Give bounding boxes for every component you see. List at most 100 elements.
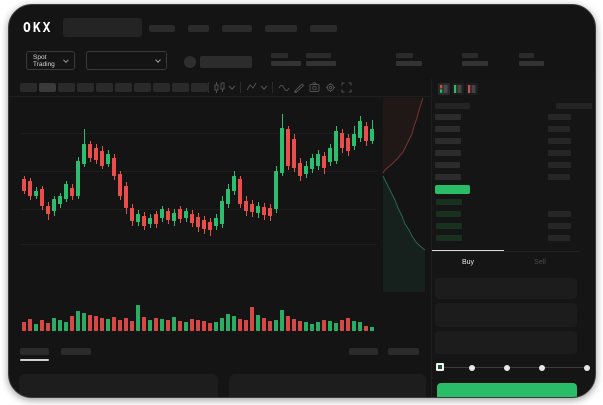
stat-label (519, 53, 534, 58)
chart-bottom-tab-0[interactable] (20, 348, 49, 355)
candle-body (28, 181, 32, 196)
ask-price[interactable] (435, 162, 460, 168)
timeframe-button-2[interactable] (58, 83, 75, 92)
timeframe-button-3[interactable] (77, 83, 94, 92)
timeframe-button-1[interactable] (39, 83, 56, 92)
gridline-2 (21, 209, 377, 210)
last-price-bar[interactable] (435, 185, 470, 194)
volume-bar (136, 305, 140, 331)
nav-item-1[interactable] (188, 25, 209, 32)
candle-body (334, 131, 338, 161)
volume-bar (316, 322, 320, 331)
volume-bar (70, 316, 74, 331)
pair-selector-dropdown[interactable] (86, 51, 167, 70)
slider-dot-0[interactable] (468, 364, 475, 371)
chart-bottom-tab-1[interactable] (61, 348, 91, 355)
slider-handle[interactable] (436, 363, 444, 371)
slider-dot-1[interactable] (504, 364, 511, 371)
candle-body (250, 204, 254, 212)
volume-bar (46, 323, 50, 331)
okx-logo[interactable]: OKX (23, 21, 53, 36)
candle-body (310, 158, 314, 169)
candle-style-icon[interactable] (214, 82, 236, 93)
volume-bar (202, 321, 206, 331)
nav-item-0[interactable] (149, 25, 175, 32)
candle-body (100, 151, 104, 166)
ask-price[interactable] (435, 126, 460, 132)
volume-bar (124, 318, 128, 331)
candlestick-chart[interactable] (21, 96, 377, 341)
tab-sell[interactable]: Sell (534, 259, 546, 266)
trading-mode-dropdown[interactable]: Spot Trading (26, 51, 75, 70)
ask-price[interactable] (435, 174, 461, 180)
depth-chart (382, 97, 426, 292)
timeframe-button-7[interactable] (153, 83, 170, 92)
orderbook-combined-icon[interactable] (438, 83, 450, 95)
order-field-2[interactable] (435, 331, 577, 354)
amount-slider[interactable] (436, 363, 590, 373)
candle-body (136, 214, 140, 222)
fullscreen-icon[interactable] (341, 82, 352, 93)
chart-bottom-action-0[interactable] (349, 348, 378, 355)
timeframe-button-4[interactable] (96, 83, 113, 92)
ask-price[interactable] (435, 150, 461, 156)
nav-item-4[interactable] (310, 25, 337, 32)
chart-bottom-action-1[interactable] (388, 348, 419, 355)
buy-submit-button[interactable] (437, 383, 577, 397)
volume-bar (334, 323, 338, 331)
timeframe-button-5[interactable] (115, 83, 132, 92)
slider-dot-2[interactable] (538, 364, 545, 371)
bid-price[interactable] (436, 223, 462, 229)
bid-price[interactable] (436, 235, 462, 241)
ask-price[interactable] (435, 114, 461, 120)
volume-bar (142, 317, 146, 331)
volume-bar (112, 317, 116, 331)
bid-price[interactable] (436, 199, 462, 205)
slider-dot-3[interactable] (583, 364, 590, 371)
search-input[interactable] (63, 18, 142, 37)
volume-bar (52, 318, 56, 331)
volume-bar (40, 320, 44, 331)
candle-body (262, 207, 266, 215)
bottom-right-panel (229, 374, 426, 397)
settings-icon[interactable] (325, 82, 336, 93)
bid-amount (548, 235, 570, 241)
candle-body (166, 211, 170, 220)
candle-body (316, 154, 320, 166)
candle-body (256, 206, 260, 213)
candle-body (346, 138, 350, 151)
draw-icon[interactable] (294, 82, 304, 93)
timeframe-button-8[interactable] (172, 83, 189, 92)
candle-body (292, 139, 296, 168)
orderbook-bids-icon[interactable] (452, 83, 464, 95)
volume-bar (280, 310, 284, 331)
orderbook-amount-header (556, 103, 592, 109)
candle-body (214, 218, 218, 226)
candle-body (64, 184, 68, 199)
wave-icon[interactable] (278, 82, 290, 93)
volume-bar (232, 316, 236, 331)
gridline-1 (21, 171, 377, 172)
timeframe-button-9[interactable] (191, 83, 208, 92)
timeframe-button-0[interactable] (20, 83, 37, 92)
indicator-icon[interactable] (246, 82, 268, 93)
camera-icon[interactable] (309, 82, 320, 93)
order-field-0[interactable] (435, 278, 577, 299)
candle-body (304, 166, 308, 174)
ask-price[interactable] (435, 138, 461, 144)
nav-item-2[interactable] (222, 25, 252, 32)
tab-buy[interactable]: Buy (461, 259, 475, 266)
volume-bar (298, 321, 302, 331)
volume-bar (262, 318, 266, 331)
chart-toolbar (9, 79, 431, 97)
depth-ask-area (383, 98, 423, 173)
nav-item-3[interactable] (265, 25, 297, 32)
bid-price[interactable] (436, 211, 461, 217)
volume-bar (226, 314, 230, 331)
orderbook-asks-icon[interactable] (466, 83, 478, 95)
timeframe-button-6[interactable] (134, 83, 151, 92)
order-field-1[interactable] (435, 303, 577, 327)
stat-value (396, 61, 422, 66)
chevron-down-icon (155, 56, 161, 63)
candle-body (154, 214, 158, 224)
